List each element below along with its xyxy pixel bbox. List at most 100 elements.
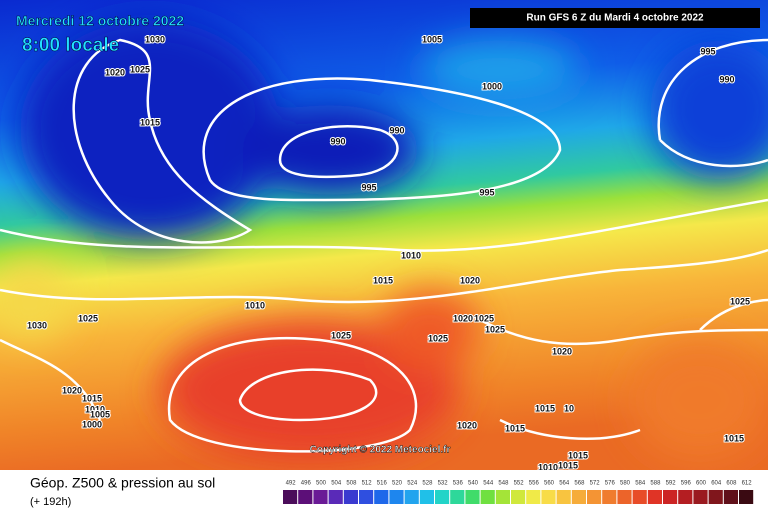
isobars [0,38,768,453]
scale-label: 492 [286,481,297,487]
scale-swatch [313,490,328,504]
isobar-label: 10 [564,403,574,413]
scale-label: 592 [666,481,677,487]
isobar-label: 1005 [422,34,442,44]
footer-lead: (+ 192h) [30,496,71,508]
scale-swatch [663,490,678,504]
scale-label: 540 [468,481,479,487]
isobar-label: 1010 [245,300,265,310]
isobar-label: 1025 [428,333,448,343]
scale-label: 512 [362,481,373,487]
scale-label: 596 [681,481,692,487]
scale-label: 528 [422,481,433,487]
scale-swatch [465,490,480,504]
scale-swatch [556,490,571,504]
run-info: Run GFS 6 Z du Mardi 4 octobre 2022 [526,13,704,24]
isobar-label: 1020 [457,420,477,430]
scale-label: 612 [742,481,753,487]
scale-swatch [647,490,662,504]
isobar-label: 1015 [373,275,393,285]
isobar-label: 990 [719,74,734,84]
scale-swatch [739,490,754,504]
isobar-label: 1015 [505,423,525,433]
scale-label: 552 [514,481,525,487]
run-box [470,8,760,28]
scale-label: 604 [711,481,722,487]
isobar-label: 1020 [453,313,473,323]
isobar-label: 1025 [331,330,351,340]
scale-label: 568 [574,481,585,487]
scale-label: 560 [544,481,555,487]
scale-swatch [587,490,602,504]
isobar-label: 995 [361,182,376,192]
isobar-label: 1025 [485,324,505,334]
scale-swatch [708,490,723,504]
scale-label: 548 [498,481,509,487]
isobar-label: 1015 [535,403,555,413]
isobar-label: 1025 [130,64,150,74]
isobar-label: 1025 [474,313,494,323]
scale-label: 520 [392,481,403,487]
color-scale: 492 496 500 504 508 512 516 520 524 528 532 536 540 5… [283,481,754,504]
scale-swatch [419,490,434,504]
isobar-label: 990 [330,136,345,146]
copyright: Copyright © 2022 Meteociel.fr [310,445,451,456]
footer-title: Géop. Z500 & pression au sol [30,475,215,491]
scale-swatch [374,490,389,504]
isobar-label: 1020 [62,385,82,395]
scale-swatch [511,490,526,504]
isobar-label: 1020 [552,346,572,356]
scale-label: 572 [590,481,601,487]
scale-swatch [495,490,510,504]
scale-swatch [389,490,404,504]
isobar-label: 1015 [82,393,102,403]
scale-swatch [541,490,556,504]
isobar-label: 1025 [78,313,98,323]
scale-swatch [283,490,298,504]
isobar-label: 1015 [558,460,578,470]
isobar-label: 1000 [482,81,502,91]
isobar-label: 1000 [82,419,102,429]
scale-label: 532 [438,481,449,487]
scale-label: 508 [346,481,357,487]
isobar-label: 1015 [568,450,588,460]
scale-swatch [480,490,495,504]
isobar-label: 1010 [401,250,421,260]
scale-swatch [328,490,343,504]
scale-label: 504 [331,481,342,487]
scale-label: 496 [301,481,312,487]
scale-swatch [404,490,419,504]
scale-swatch [450,490,465,504]
isobar-label: 990 [389,125,404,135]
scale-swatch [435,490,450,504]
isobar-label: 1015 [724,433,744,443]
isobar-label: 1010 [85,404,105,414]
scale-swatch [526,490,541,504]
scale-label: 556 [529,481,540,487]
scale-swatch [602,490,617,504]
scale-swatch [723,490,738,504]
isobar-label: 1030 [27,320,47,330]
scale-swatch [571,490,586,504]
isobar-label: 1020 [105,67,125,77]
isobar-label: 1020 [460,275,480,285]
scale-label: 536 [453,481,464,487]
scale-swatch [343,490,358,504]
forecast-date: Mercredi 12 octobre 2022 [16,13,184,29]
scale-label: 608 [726,481,737,487]
forecast-time: 8:00 locale [22,35,119,56]
scale-label: 544 [483,481,494,487]
scale-label: 516 [377,481,388,487]
scale-swatch [298,490,313,504]
scale-label: 584 [635,481,646,487]
isobar-label: 1005 [90,409,110,419]
scale-label: 500 [316,481,327,487]
scale-swatch [359,490,374,504]
scale-swatch [617,490,632,504]
scale-label: 580 [620,481,631,487]
scale-label: 588 [650,481,661,487]
scale-label: 576 [605,481,616,487]
scale-swatch [678,490,693,504]
